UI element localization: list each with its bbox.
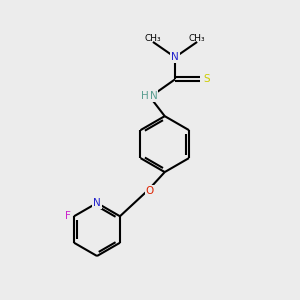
Text: S: S (203, 74, 210, 84)
Text: O: O (146, 186, 154, 196)
Text: F: F (64, 211, 70, 221)
Text: H: H (141, 91, 148, 100)
Text: N: N (150, 91, 158, 100)
Text: N: N (171, 52, 179, 62)
Text: CH₃: CH₃ (145, 34, 161, 43)
Text: N: N (93, 198, 101, 208)
Text: CH₃: CH₃ (189, 34, 206, 43)
